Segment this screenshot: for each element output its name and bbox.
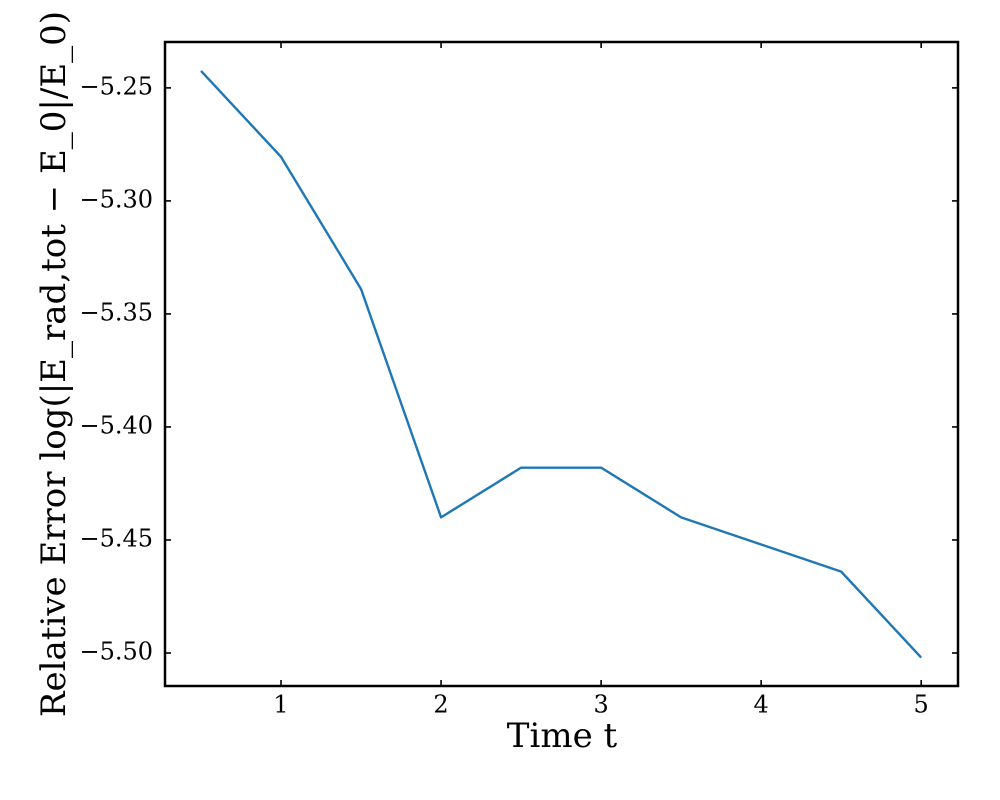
y-tick-label: −5.50	[79, 637, 153, 665]
x-tick-label: 3	[593, 691, 608, 719]
x-tick-label: 5	[914, 691, 929, 719]
y-tick-label: −5.35	[79, 298, 153, 326]
x-tick-label: 2	[433, 691, 448, 719]
y-tick-label: −5.30	[79, 185, 153, 213]
y-axis-label: Relative Error log(|E_rad,tot − E_0|/E_0…	[34, 11, 74, 717]
x-tick-label: 4	[754, 691, 769, 719]
y-tick-label: −5.40	[79, 411, 153, 439]
x-axis-label: Time t	[507, 716, 618, 756]
y-tick-label: −5.45	[79, 524, 153, 552]
y-tick-label: −5.25	[79, 72, 153, 100]
line-series	[200, 70, 923, 659]
plot-frame	[163, 40, 960, 688]
x-tick-label: 1	[273, 691, 288, 719]
